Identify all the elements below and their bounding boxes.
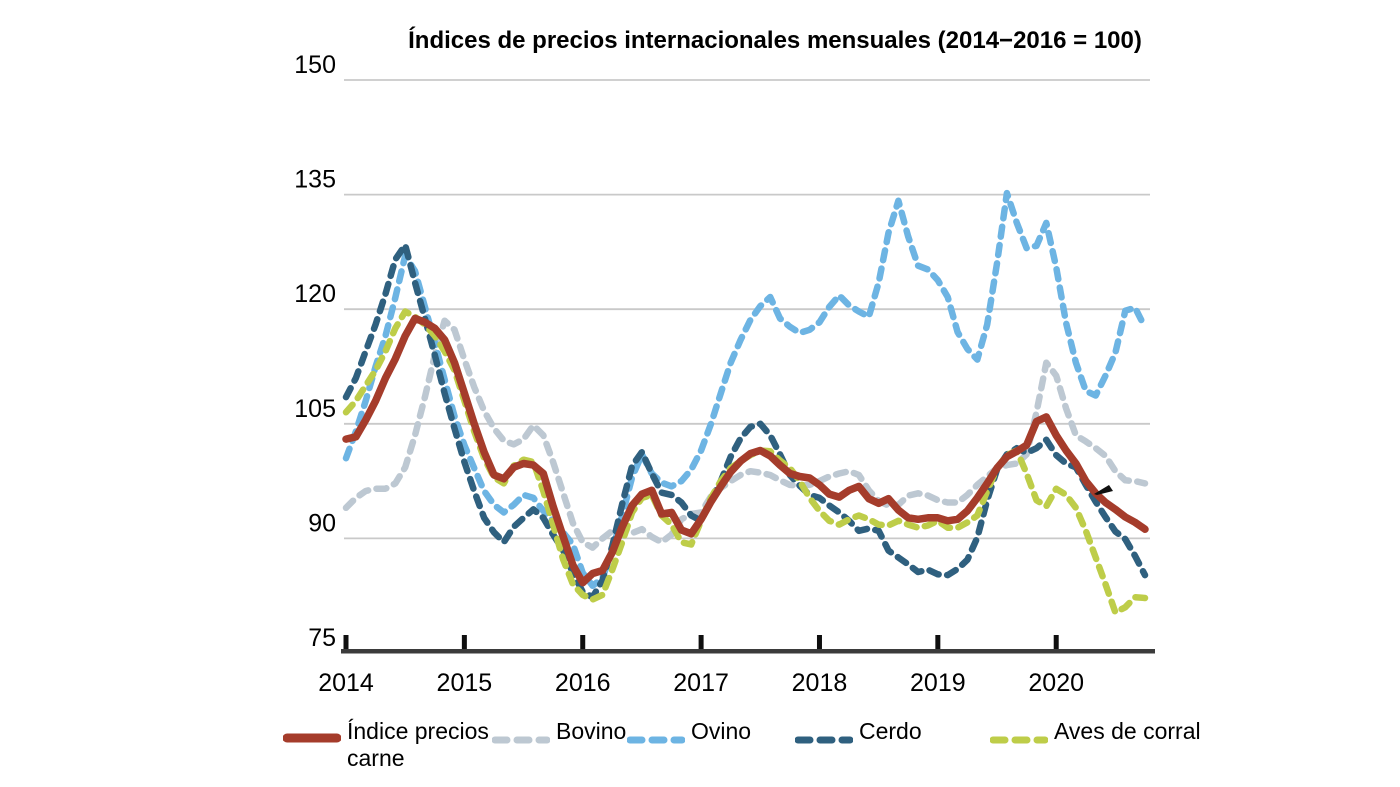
legend-item-ovino: Ovino: [627, 718, 751, 746]
x-tick: [343, 635, 349, 649]
x-tick-label: 2017: [673, 669, 729, 697]
x-tick-label: 2016: [555, 669, 611, 697]
chart-legend: Índice precios carne Bovino Ovino Cerdo …: [0, 718, 1400, 780]
x-axis-ticks: 2014 2015 2016 2017 2018 2019 2020: [318, 635, 1084, 697]
legend-item-bovino: Bovino: [492, 718, 626, 746]
y-tick-label: 75: [308, 624, 336, 652]
legend-item-cerdo: Cerdo: [795, 718, 922, 746]
legend-label-carne: Índice precios carne: [347, 718, 489, 771]
series-line-bovino: [342, 317, 1149, 551]
cursor-artifact: [1094, 485, 1113, 495]
y-tick-label: 150: [294, 51, 336, 79]
legend-label-bovino: Bovino: [556, 718, 627, 744]
legend-label-ovino: Ovino: [691, 718, 752, 744]
chart-title: Índices de precios internacionales mensu…: [408, 27, 1142, 54]
solid-line-swatch-icon: [283, 733, 341, 743]
x-tick: [580, 635, 586, 649]
series-line-cerdo: [342, 241, 1149, 601]
legend-item-carne: Índice precios carne: [283, 718, 492, 772]
y-tick-label: 90: [308, 509, 336, 537]
x-tick: [816, 635, 822, 649]
dashed-line-swatch-icon: [492, 736, 550, 744]
x-axis-line: [341, 649, 1155, 654]
x-tick-label: 2019: [910, 669, 966, 697]
x-tick-label: 2015: [437, 669, 493, 697]
dashed-line-swatch-icon: [795, 736, 853, 744]
series-line--ndice-precios-carne: [342, 314, 1149, 587]
gridlines: [344, 79, 1150, 540]
dashed-line-swatch-icon: [627, 736, 685, 744]
y-tick-label: 105: [294, 395, 336, 423]
x-tick-label: 2018: [792, 669, 848, 697]
x-tick-label: 2014: [318, 669, 374, 697]
x-tick-label: 2020: [1028, 669, 1084, 697]
dashed-line-swatch-icon: [990, 736, 1048, 744]
x-tick: [1053, 635, 1059, 649]
x-tick: [935, 635, 941, 649]
legend-item-aves: Aves de corral: [990, 718, 1201, 746]
x-tick: [461, 635, 467, 649]
y-tick-label: 135: [294, 166, 336, 194]
y-tick-label: 120: [294, 280, 336, 308]
legend-label-aves: Aves de corral: [1054, 718, 1201, 744]
y-axis-labels: 150 135 120 105 90 75: [294, 51, 336, 652]
legend-label-cerdo: Cerdo: [859, 718, 922, 744]
x-tick: [698, 635, 704, 649]
series-line-ovino: [342, 189, 1149, 590]
